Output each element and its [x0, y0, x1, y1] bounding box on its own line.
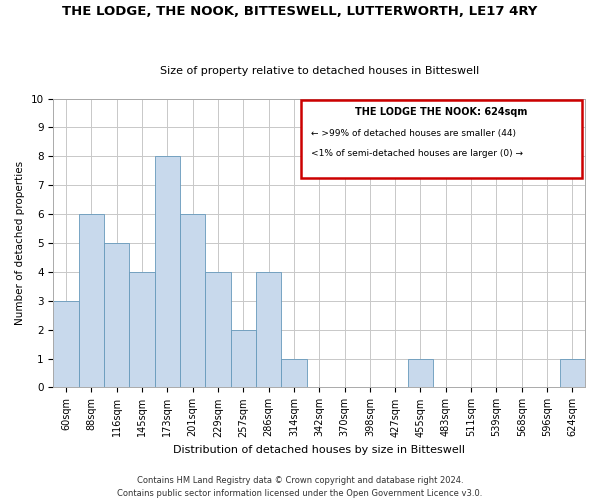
Text: THE LODGE THE NOOK: 624sqm: THE LODGE THE NOOK: 624sqm: [355, 107, 527, 117]
Bar: [281, 358, 307, 388]
Title: Size of property relative to detached houses in Bitteswell: Size of property relative to detached ho…: [160, 66, 479, 76]
Bar: [79, 214, 104, 388]
Bar: [408, 358, 433, 388]
Bar: [230, 330, 256, 388]
Bar: [560, 358, 585, 388]
Bar: [256, 272, 281, 388]
Text: ← >99% of detached houses are smaller (44): ← >99% of detached houses are smaller (4…: [311, 129, 516, 138]
Text: Contains HM Land Registry data © Crown copyright and database right 2024.
Contai: Contains HM Land Registry data © Crown c…: [118, 476, 482, 498]
Y-axis label: Number of detached properties: Number of detached properties: [15, 161, 25, 325]
Bar: [180, 214, 205, 388]
Bar: [130, 272, 155, 388]
Bar: [205, 272, 230, 388]
Bar: [104, 243, 130, 388]
X-axis label: Distribution of detached houses by size in Bitteswell: Distribution of detached houses by size …: [173, 445, 465, 455]
FancyBboxPatch shape: [301, 100, 583, 178]
Bar: [53, 301, 79, 388]
Text: <1% of semi-detached houses are larger (0) →: <1% of semi-detached houses are larger (…: [311, 149, 523, 158]
Text: THE LODGE, THE NOOK, BITTESWELL, LUTTERWORTH, LE17 4RY: THE LODGE, THE NOOK, BITTESWELL, LUTTERW…: [62, 5, 538, 18]
Bar: [155, 156, 180, 388]
